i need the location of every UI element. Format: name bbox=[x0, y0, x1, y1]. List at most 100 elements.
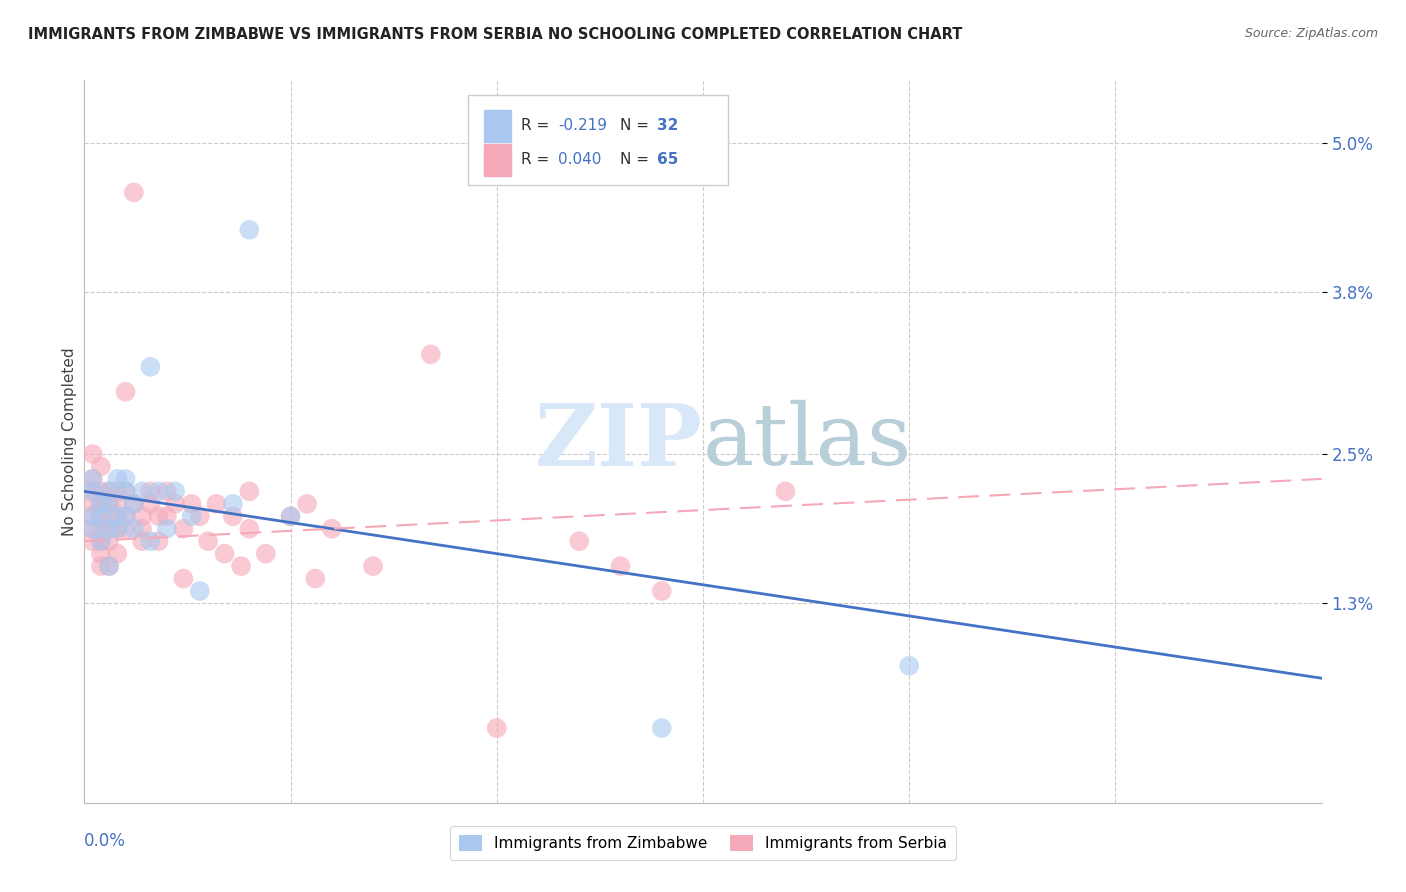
Point bbox=[105, 509, 128, 524]
Point bbox=[295, 497, 318, 511]
Point bbox=[238, 484, 260, 499]
Point bbox=[156, 522, 179, 536]
Point bbox=[197, 534, 219, 549]
Point bbox=[114, 509, 136, 524]
Point bbox=[280, 509, 302, 524]
Point bbox=[122, 497, 145, 511]
Point bbox=[90, 559, 112, 574]
Point bbox=[188, 509, 211, 524]
Point bbox=[131, 522, 153, 536]
Point bbox=[90, 534, 112, 549]
Text: R =: R = bbox=[522, 119, 554, 133]
Point bbox=[105, 522, 128, 536]
Point bbox=[156, 509, 179, 524]
Y-axis label: No Schooling Completed: No Schooling Completed bbox=[62, 347, 77, 536]
Point bbox=[180, 497, 202, 511]
Point bbox=[775, 484, 797, 499]
Point bbox=[165, 497, 187, 511]
Text: IMMIGRANTS FROM ZIMBABWE VS IMMIGRANTS FROM SERBIA NO SCHOOLING COMPLETED CORREL: IMMIGRANTS FROM ZIMBABWE VS IMMIGRANTS F… bbox=[28, 27, 963, 42]
Point bbox=[148, 509, 170, 524]
Point bbox=[222, 497, 245, 511]
Point bbox=[898, 658, 921, 673]
Point bbox=[82, 522, 104, 536]
Point bbox=[98, 559, 121, 574]
Point bbox=[419, 347, 441, 361]
Point bbox=[105, 547, 128, 561]
Point bbox=[90, 497, 112, 511]
Point bbox=[148, 534, 170, 549]
Point bbox=[238, 522, 260, 536]
Point bbox=[82, 509, 104, 524]
Point bbox=[122, 497, 145, 511]
Text: 32: 32 bbox=[657, 119, 679, 133]
Point bbox=[105, 472, 128, 486]
Point bbox=[82, 522, 104, 536]
Point bbox=[122, 522, 145, 536]
Point bbox=[139, 497, 162, 511]
Point bbox=[114, 522, 136, 536]
Point bbox=[82, 484, 104, 499]
Text: -0.219: -0.219 bbox=[558, 119, 607, 133]
Point bbox=[139, 534, 162, 549]
Text: 65: 65 bbox=[657, 153, 679, 168]
Point bbox=[105, 522, 128, 536]
Point bbox=[98, 559, 121, 574]
Text: Source: ZipAtlas.com: Source: ZipAtlas.com bbox=[1244, 27, 1378, 40]
Point bbox=[82, 472, 104, 486]
Text: N =: N = bbox=[620, 119, 654, 133]
Point bbox=[485, 721, 508, 735]
Point bbox=[361, 559, 384, 574]
Point bbox=[139, 359, 162, 374]
Legend: Immigrants from Zimbabwe, Immigrants from Serbia: Immigrants from Zimbabwe, Immigrants fro… bbox=[450, 826, 956, 860]
Point bbox=[304, 572, 326, 586]
Point bbox=[105, 484, 128, 499]
Point bbox=[98, 522, 121, 536]
Point bbox=[114, 484, 136, 499]
Point bbox=[98, 534, 121, 549]
Point bbox=[98, 509, 121, 524]
Text: 0.0%: 0.0% bbox=[84, 831, 127, 850]
Point bbox=[82, 534, 104, 549]
Point bbox=[222, 509, 245, 524]
Point bbox=[156, 484, 179, 499]
Point bbox=[90, 509, 112, 524]
Point bbox=[114, 384, 136, 399]
Point bbox=[238, 223, 260, 237]
Point bbox=[82, 497, 104, 511]
Point bbox=[114, 509, 136, 524]
Point bbox=[172, 522, 194, 536]
Point bbox=[105, 509, 128, 524]
Point bbox=[254, 547, 277, 561]
Point bbox=[114, 472, 136, 486]
Point bbox=[148, 484, 170, 499]
Bar bbox=[484, 110, 512, 142]
Point bbox=[105, 497, 128, 511]
Point bbox=[188, 584, 211, 599]
Point bbox=[82, 447, 104, 461]
Point bbox=[139, 484, 162, 499]
Point bbox=[651, 584, 673, 599]
Point bbox=[165, 484, 187, 499]
Point bbox=[98, 522, 121, 536]
Bar bbox=[484, 144, 512, 176]
FancyBboxPatch shape bbox=[468, 95, 728, 185]
Point bbox=[114, 484, 136, 499]
Point bbox=[90, 522, 112, 536]
Point bbox=[98, 484, 121, 499]
Text: atlas: atlas bbox=[703, 400, 912, 483]
Point bbox=[321, 522, 343, 536]
Point bbox=[90, 509, 112, 524]
Point bbox=[82, 472, 104, 486]
Point bbox=[609, 559, 631, 574]
Point bbox=[122, 186, 145, 200]
Point bbox=[651, 721, 673, 735]
Text: ZIP: ZIP bbox=[536, 400, 703, 483]
Point bbox=[98, 497, 121, 511]
Point bbox=[131, 534, 153, 549]
Point bbox=[82, 509, 104, 524]
Point bbox=[280, 509, 302, 524]
Point bbox=[82, 484, 104, 499]
Point bbox=[98, 484, 121, 499]
Text: 0.040: 0.040 bbox=[558, 153, 602, 168]
Point bbox=[90, 547, 112, 561]
